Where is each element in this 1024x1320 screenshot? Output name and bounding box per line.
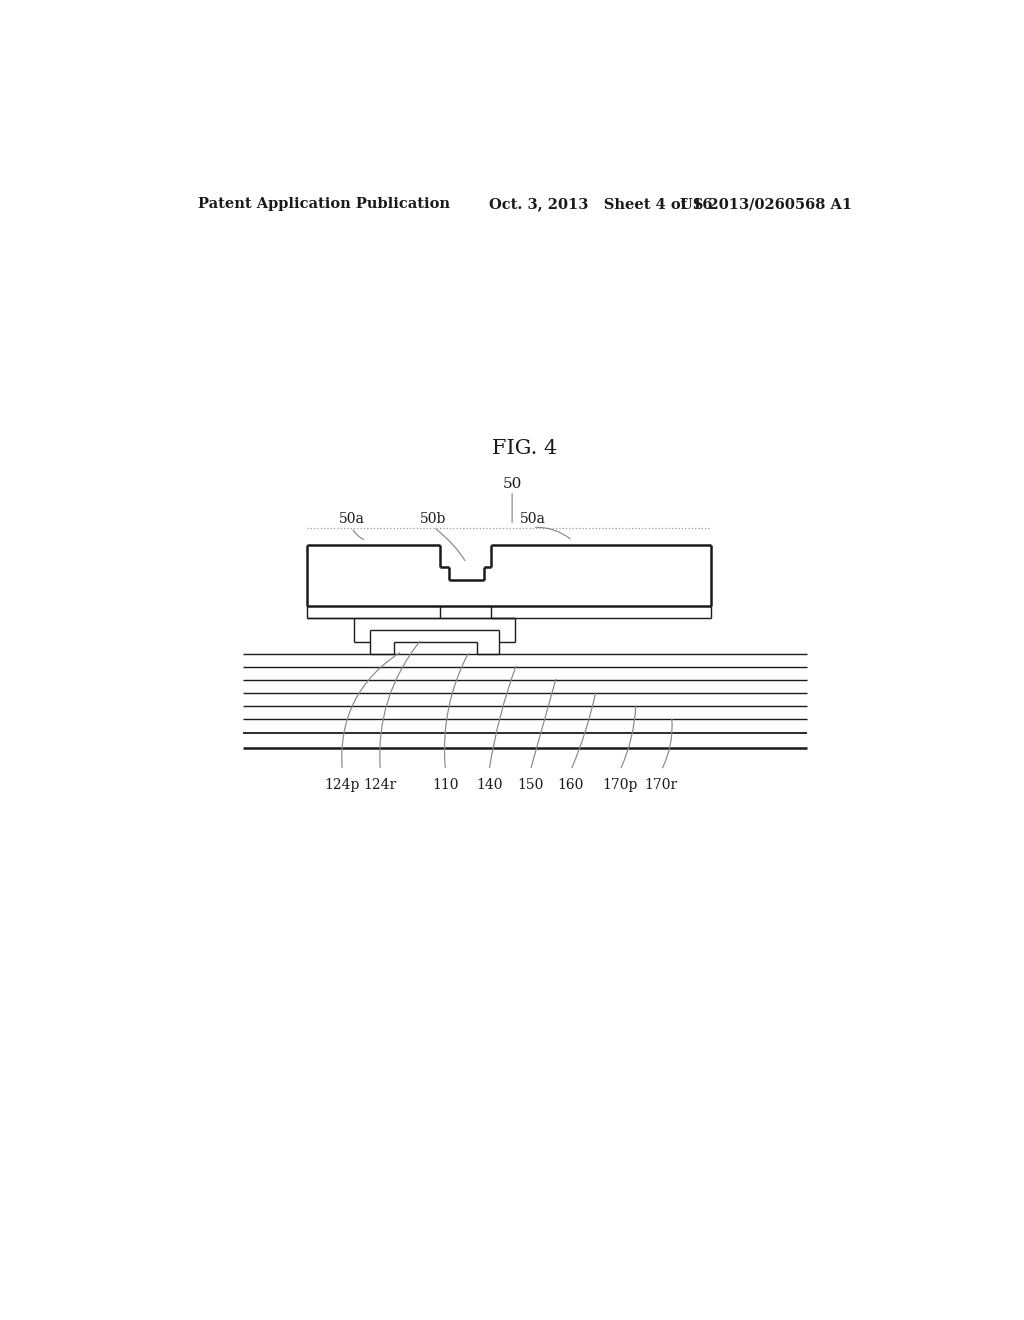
Text: 160: 160 — [558, 779, 584, 792]
Text: 50a: 50a — [520, 512, 546, 527]
Text: 124p: 124p — [325, 779, 360, 792]
Text: 170r: 170r — [645, 779, 678, 792]
Text: 124r: 124r — [364, 779, 397, 792]
Text: 50: 50 — [503, 477, 522, 491]
Text: 50a: 50a — [339, 512, 365, 527]
Text: 50b: 50b — [420, 512, 446, 527]
Text: Oct. 3, 2013   Sheet 4 of 16: Oct. 3, 2013 Sheet 4 of 16 — [489, 197, 713, 211]
Text: Patent Application Publication: Patent Application Publication — [198, 197, 450, 211]
Text: US 2013/0260568 A1: US 2013/0260568 A1 — [680, 197, 852, 211]
Text: 140: 140 — [476, 779, 503, 792]
Text: 170p: 170p — [602, 779, 638, 792]
Text: FIG. 4: FIG. 4 — [493, 440, 557, 458]
Text: 110: 110 — [432, 779, 459, 792]
Text: 150: 150 — [517, 779, 544, 792]
